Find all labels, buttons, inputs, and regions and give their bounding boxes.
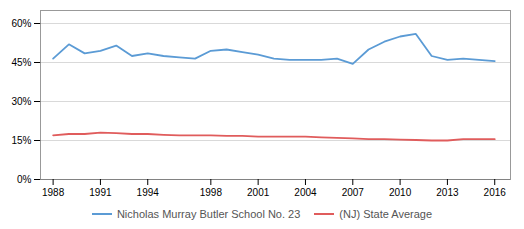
svg-text:1998: 1998 [200, 187, 223, 198]
svg-text:45%: 45% [11, 57, 31, 68]
html-text:(NJ) State Average: (NJ) State Average [339, 208, 433, 220]
svg-text:0%: 0% [17, 174, 32, 185]
svg-text:2001: 2001 [247, 187, 270, 198]
svg-text:2013: 2013 [436, 187, 459, 198]
svg-text:30%: 30% [11, 96, 31, 107]
svg-text:2004: 2004 [294, 187, 317, 198]
svg-text:60%: 60% [11, 18, 31, 29]
html-text:Nicholas Murray Butler School: Nicholas Murray Butler School No. 23 [116, 208, 301, 220]
svg-text:2016: 2016 [484, 187, 507, 198]
svg-text:2007: 2007 [342, 187, 365, 198]
svg-text:2010: 2010 [389, 187, 412, 198]
svg-text:1988: 1988 [42, 187, 65, 198]
svg-text:1991: 1991 [89, 187, 112, 198]
svg-text:1994: 1994 [137, 187, 160, 198]
svg-text:15%: 15% [11, 135, 31, 146]
